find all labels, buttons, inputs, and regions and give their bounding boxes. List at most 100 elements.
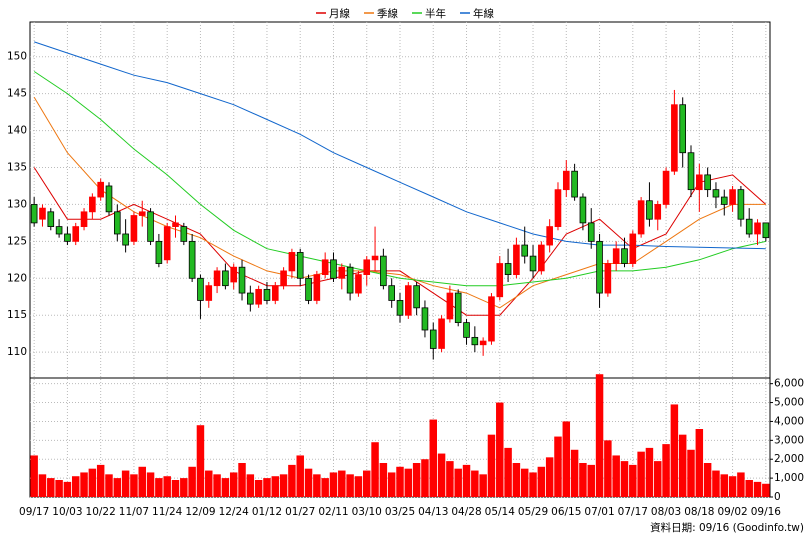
- x-tick-label: 09/17: [19, 506, 49, 518]
- candle-body: [363, 259, 371, 275]
- volume-bar: [246, 474, 255, 497]
- candle-body: [704, 174, 711, 191]
- volume-bar: [753, 481, 762, 497]
- volume-bar: [454, 468, 462, 497]
- candle-body: [654, 204, 662, 220]
- y-tick-label: 145: [7, 88, 27, 100]
- x-tick-label: 08/03: [651, 506, 681, 518]
- y2-tick-label: 3,000: [774, 434, 804, 446]
- volume-bar: [229, 472, 238, 497]
- candle-body: [754, 222, 761, 235]
- volume-bar: [238, 463, 246, 497]
- volume-bar: [687, 449, 695, 497]
- candle-body: [454, 292, 462, 324]
- candle-body: [39, 207, 46, 220]
- x-tick-label: 02/11: [318, 506, 348, 518]
- volume-bar: [329, 472, 338, 497]
- volume-bar: [55, 480, 63, 497]
- candle-body: [538, 244, 545, 272]
- volume-bar: [496, 402, 504, 497]
- volume-bar: [387, 472, 396, 497]
- volume-bar: [379, 463, 388, 497]
- volume-bar: [63, 481, 72, 497]
- volume-bar: [728, 476, 737, 497]
- candle-body: [155, 240, 163, 264]
- x-tick-label: 07/17: [618, 506, 648, 518]
- volume-bar: [47, 478, 55, 497]
- volume-bar: [213, 474, 221, 497]
- volume-bar: [637, 451, 645, 497]
- x-tick-label: 09/02: [717, 506, 747, 518]
- candle-body: [529, 255, 537, 272]
- candle-body: [238, 266, 246, 294]
- volume-bar: [396, 466, 404, 497]
- candle-body: [596, 240, 603, 294]
- candle-body: [105, 185, 113, 213]
- candle-body: [147, 211, 154, 242]
- volume-bar: [579, 463, 587, 497]
- volume-bar: [30, 455, 38, 497]
- candle-body: [521, 244, 529, 257]
- candle-body: [288, 252, 296, 272]
- candle-body: [247, 292, 254, 305]
- volume-bar: [462, 464, 471, 497]
- candle-body: [504, 263, 512, 275]
- volume-bar: [670, 404, 679, 497]
- y-tick-label: 140: [7, 125, 27, 137]
- volume-bar: [146, 472, 155, 497]
- volume-bar: [271, 476, 280, 497]
- candle-body: [388, 285, 395, 301]
- volume-bar: [338, 470, 346, 497]
- y2-tick-label: 5,000: [774, 397, 804, 409]
- volume-bar: [363, 470, 371, 497]
- x-tick-label: 07/01: [584, 506, 614, 518]
- volume-bar: [205, 470, 213, 497]
- candle-body: [305, 277, 312, 301]
- volume-bar: [371, 442, 379, 497]
- candle-body: [471, 336, 479, 346]
- y-tick-label: 135: [7, 162, 27, 174]
- volume-bar: [221, 478, 230, 497]
- x-tick-label: 04/13: [418, 506, 448, 518]
- volume-bar: [554, 436, 562, 497]
- candle-body: [745, 218, 753, 235]
- volume-bar: [654, 461, 662, 497]
- volume-bar: [529, 472, 537, 497]
- volume-bar: [96, 464, 105, 497]
- moving-average-line: [34, 41, 766, 250]
- moving-average-line: [33, 71, 766, 287]
- y-tick-label: 130: [7, 198, 27, 210]
- volume-bar: [354, 476, 363, 497]
- volume-bar: [678, 434, 687, 497]
- volume-bar: [429, 419, 437, 497]
- candle-body: [355, 274, 362, 294]
- volume-bar: [570, 449, 579, 497]
- candle-body: [429, 329, 437, 349]
- x-tick-label: 03/25: [385, 506, 415, 518]
- x-tick-label: 09/16: [751, 506, 782, 518]
- x-tick-label: 05/29: [518, 506, 548, 518]
- candle-body: [405, 285, 412, 316]
- candle-body: [255, 288, 262, 305]
- candle-body: [330, 259, 337, 279]
- candle-body: [89, 196, 96, 213]
- candle-body: [230, 266, 238, 283]
- candle-body: [296, 252, 304, 279]
- candle-body: [687, 152, 695, 191]
- candle-body: [271, 285, 279, 301]
- candle-body: [579, 196, 587, 224]
- volume-bar: [662, 444, 670, 497]
- volume-bar: [737, 472, 745, 497]
- candle-body: [496, 263, 504, 298]
- volume-bar: [88, 468, 97, 497]
- y-tick-label: 110: [7, 346, 27, 358]
- volume-bar: [487, 434, 496, 497]
- x-tick-label: 04/28: [451, 506, 481, 518]
- candle-body: [621, 248, 628, 264]
- candle-body: [479, 340, 487, 346]
- moving-average-line: [33, 167, 767, 316]
- volume-bar: [471, 470, 479, 497]
- volume-bar: [80, 472, 88, 497]
- candle-body: [604, 263, 612, 294]
